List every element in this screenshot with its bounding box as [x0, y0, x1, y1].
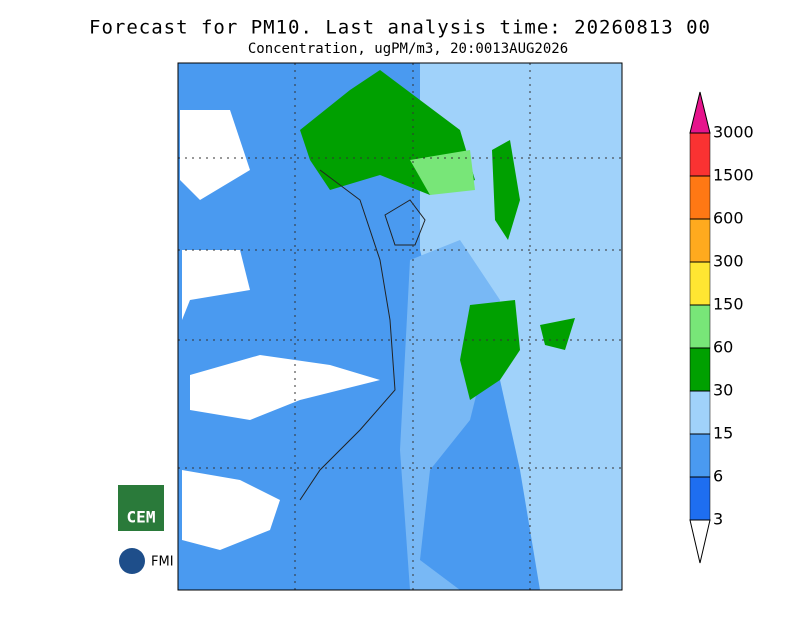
- colorbar-segment: [689, 132, 711, 177]
- colorbar-label: 15: [713, 424, 733, 443]
- colorbar-segment: [689, 304, 711, 349]
- colorbar-label: 600: [713, 209, 744, 228]
- colorbar-over: [689, 91, 711, 134]
- colorbar-under: [689, 519, 711, 564]
- logos: CEM FMI: [118, 485, 174, 574]
- colorbar-label: 150: [713, 295, 744, 314]
- colorbar-segment: [689, 390, 711, 435]
- colorbar-label: 1500: [713, 166, 754, 185]
- fmi-logo: FMI: [151, 555, 174, 570]
- colorbar-label: 30: [713, 381, 733, 400]
- map-subtitle: Concentration, ugPM/m3, 20:0013AUG2026: [248, 41, 568, 57]
- colorbar-segment: [689, 175, 711, 220]
- colorbar-segment: [689, 433, 711, 478]
- colorbar-segment: [689, 347, 711, 392]
- cem-logo: CEM: [127, 508, 156, 527]
- colorbar: 3 6 15 30 60 150 300 600 1500 3000: [689, 91, 754, 564]
- colorbar-label: 6: [713, 467, 723, 486]
- colorbar-label: 300: [713, 252, 744, 271]
- colorbar-label: 3000: [713, 123, 754, 142]
- colorbar-segment: [689, 476, 711, 521]
- map-title: Forecast for PM10. Last analysis time: 2…: [89, 17, 711, 39]
- colorbar-segment: [689, 261, 711, 306]
- map: [177, 62, 623, 591]
- colorbar-segment: [689, 218, 711, 263]
- colorbar-label: 60: [713, 338, 733, 357]
- colorbar-label: 3: [713, 510, 723, 529]
